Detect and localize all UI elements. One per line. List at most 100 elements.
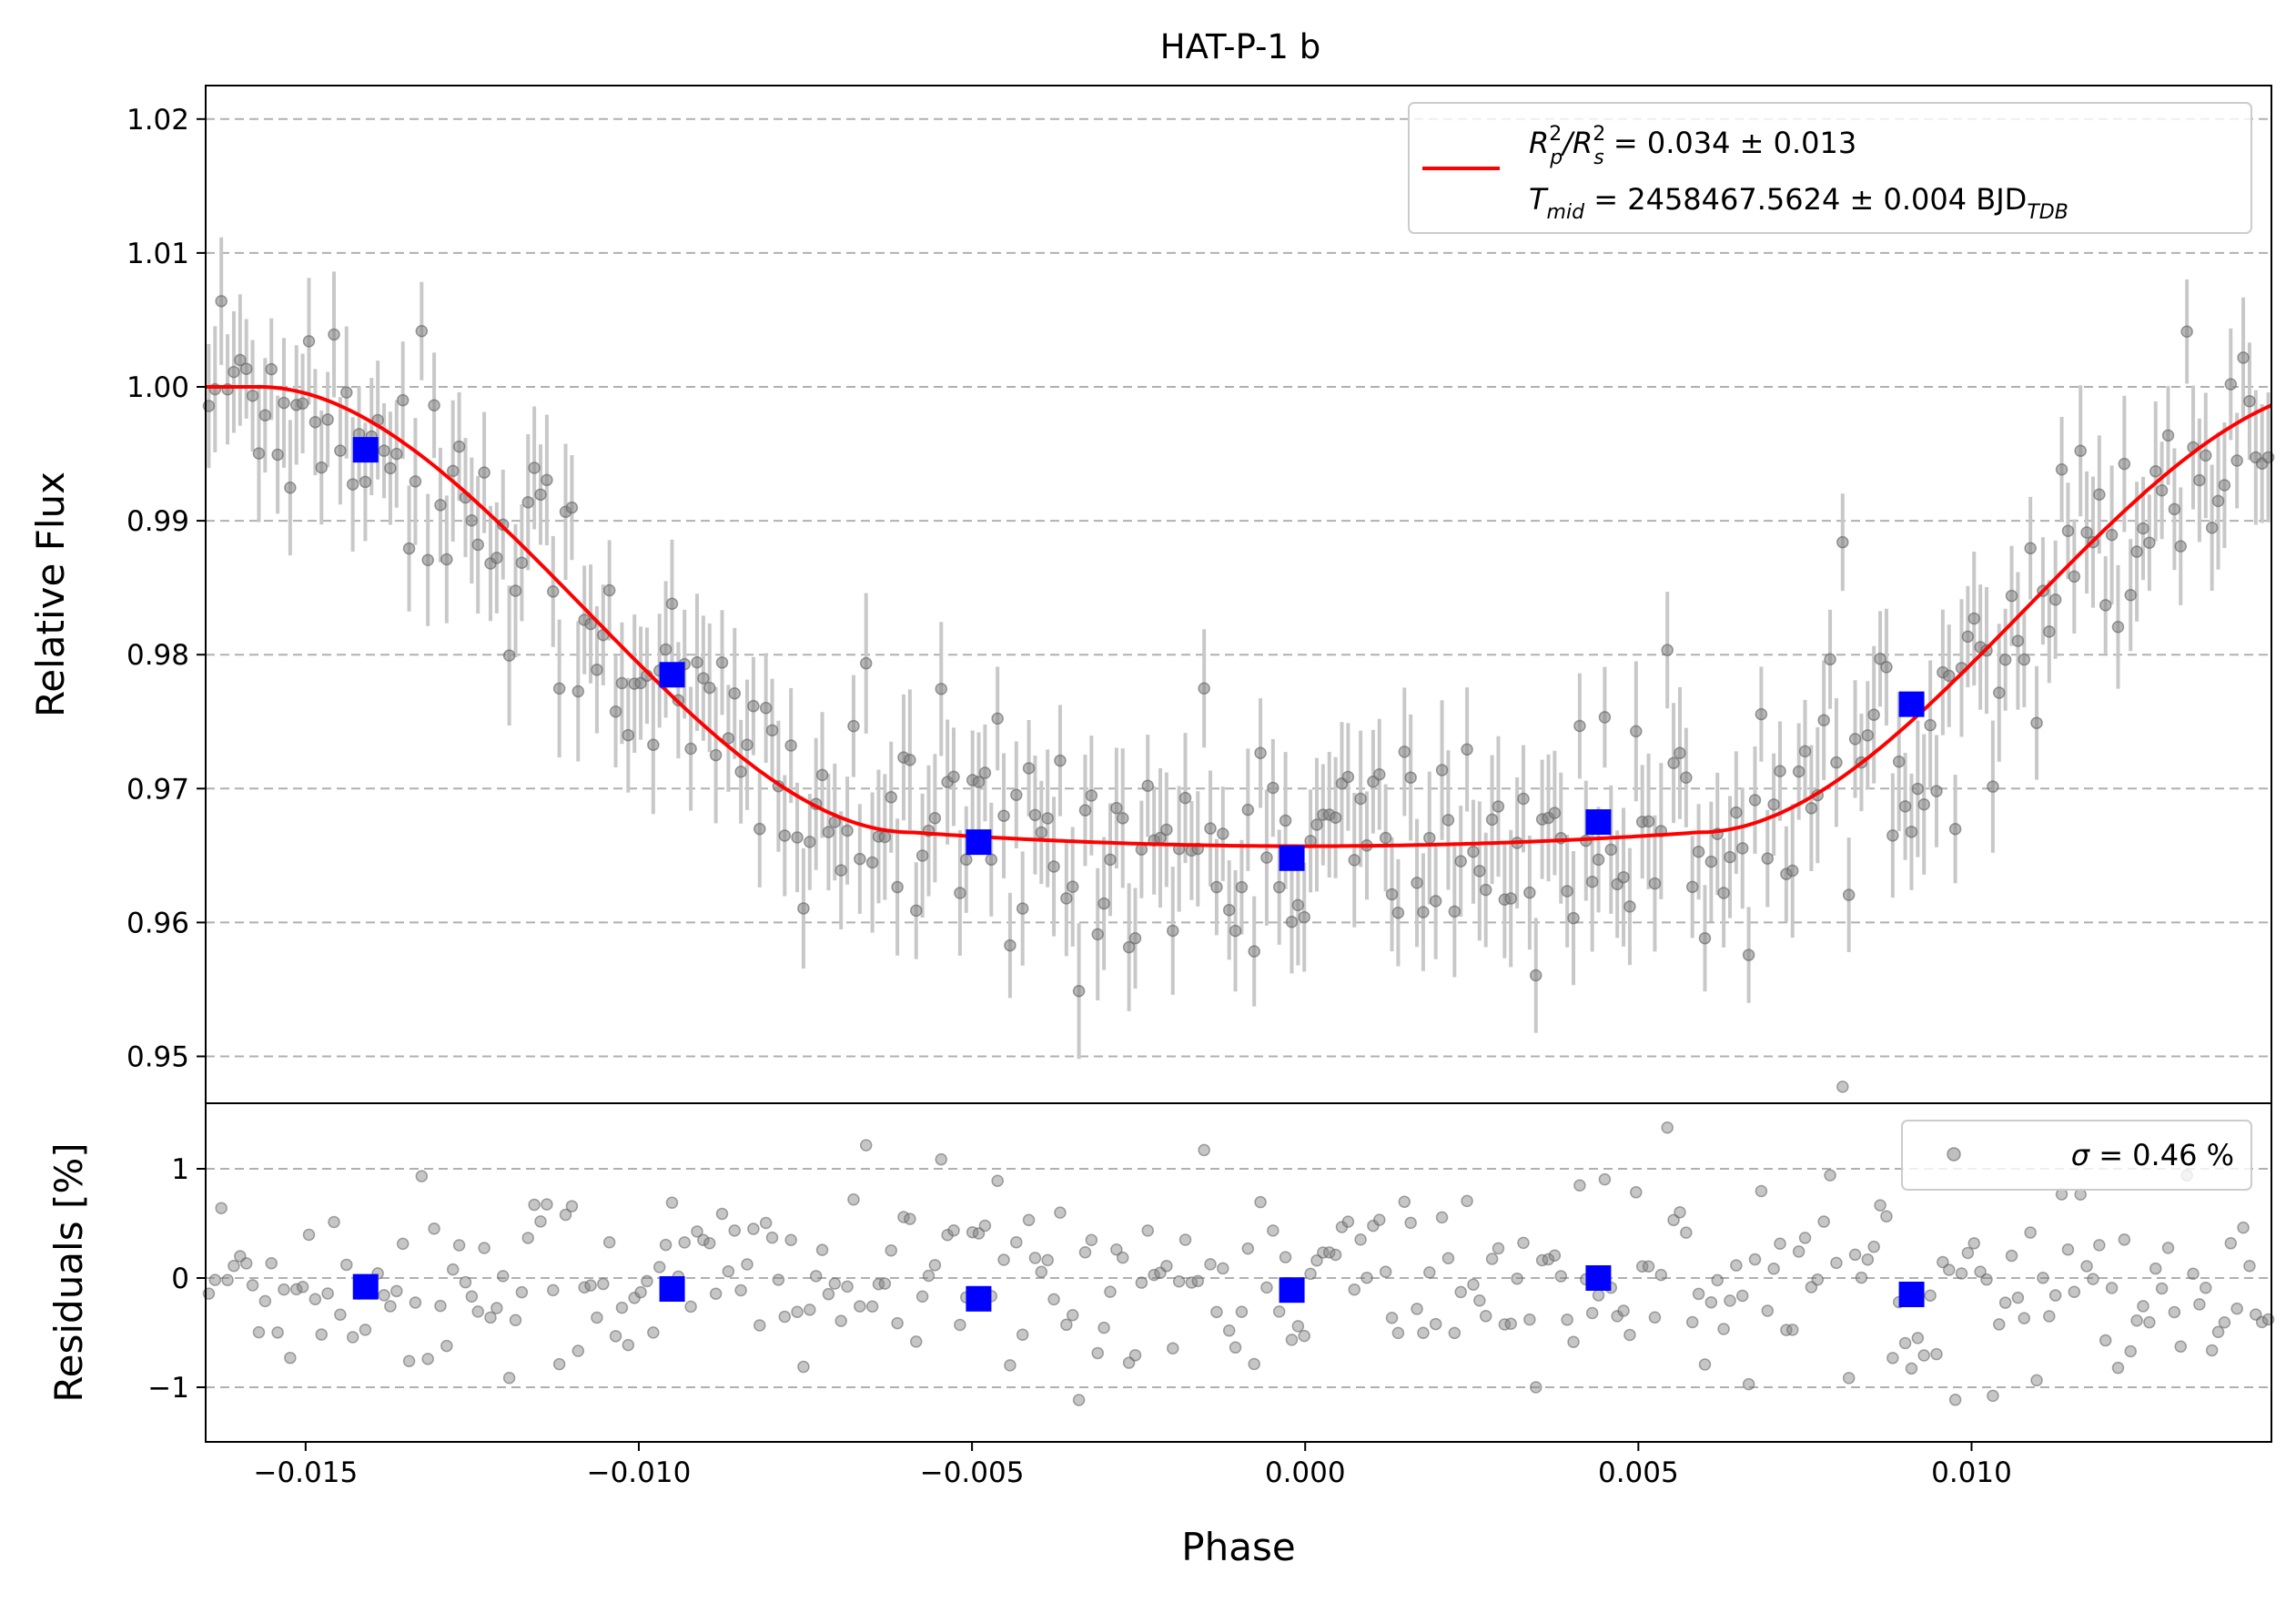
residual-point bbox=[1980, 1273, 1993, 1286]
residual-point bbox=[909, 1335, 923, 1348]
residual-point bbox=[1692, 1287, 1705, 1301]
flux-raw-point bbox=[440, 553, 453, 566]
residual-point bbox=[321, 1287, 334, 1300]
flux-raw-point bbox=[1398, 746, 1411, 758]
residual-point bbox=[1135, 1276, 1148, 1289]
flux-raw-point bbox=[1661, 644, 1674, 656]
x-tick-label: −0.015 bbox=[253, 1456, 358, 1489]
flux-raw-point bbox=[1573, 719, 1586, 733]
flux-raw-point bbox=[1385, 888, 1399, 901]
flux-raw-point bbox=[1848, 733, 1862, 746]
flux-raw-point bbox=[1667, 756, 1680, 769]
residual-point bbox=[1198, 1143, 1210, 1157]
residual-point bbox=[1792, 1245, 1805, 1258]
flux-y-ticks: 0.95 0.96 0.97 0.98 0.99 1.00 1.01 1.02 bbox=[126, 104, 206, 1074]
residual-point bbox=[484, 1311, 497, 1324]
flux-raw-point bbox=[315, 461, 329, 474]
flux-legend: R2 p/R2 s = 0.034 ± 0.013 Tmid = 2458467.5… bbox=[1408, 102, 2252, 234]
flux-raw-point bbox=[1479, 883, 1492, 897]
residual-point bbox=[809, 1270, 823, 1283]
flux-raw-point bbox=[465, 514, 479, 527]
residual-point bbox=[1774, 1237, 1786, 1251]
residual-point bbox=[1635, 1260, 1649, 1273]
flux-raw-point bbox=[765, 724, 779, 737]
flux-raw-point bbox=[2193, 473, 2206, 487]
residual-point bbox=[471, 1305, 484, 1318]
residual-point bbox=[772, 1273, 785, 1286]
flux-raw-point bbox=[1698, 931, 1712, 945]
flux-raw-point bbox=[703, 681, 716, 695]
flux-raw-point bbox=[1761, 852, 1775, 865]
flux-raw-point bbox=[252, 447, 266, 460]
flux-raw-point bbox=[1204, 822, 1217, 835]
flux-y-tick-label: 1.02 bbox=[126, 104, 189, 137]
residual-point bbox=[1942, 1263, 1956, 1276]
flux-raw-point bbox=[1091, 928, 1104, 941]
flux-raw-point bbox=[571, 685, 585, 698]
residual-point bbox=[1917, 1349, 1930, 1362]
flux-raw-point bbox=[2080, 526, 2093, 539]
residual-point bbox=[703, 1237, 716, 1250]
residual-point bbox=[1066, 1308, 1079, 1322]
residual-point bbox=[697, 1233, 710, 1246]
residual-point bbox=[2187, 1267, 2200, 1281]
residual-point bbox=[2130, 1314, 2143, 1327]
residual-point bbox=[1329, 1248, 1342, 1262]
residual-point bbox=[1260, 1281, 1273, 1294]
flux-raw-point bbox=[2061, 524, 2075, 537]
flux-raw-point bbox=[1047, 860, 1060, 873]
flux-raw-point bbox=[1948, 822, 1962, 836]
residual-point bbox=[1423, 1266, 1436, 1279]
residual-point bbox=[1178, 1233, 1192, 1246]
flux-raw-point bbox=[340, 386, 353, 399]
flux-raw-point bbox=[1585, 875, 1599, 888]
flux-raw-point bbox=[1417, 906, 1430, 918]
residual-point bbox=[1448, 1326, 1462, 1340]
residual-point bbox=[1811, 1273, 1825, 1286]
flux-raw-point bbox=[471, 538, 484, 552]
flux-raw-point bbox=[1254, 746, 1267, 759]
flux-raw-point bbox=[1060, 892, 1073, 905]
residual-point bbox=[1398, 1195, 1411, 1208]
residual-point bbox=[1654, 1268, 1668, 1282]
flux-raw-point bbox=[909, 904, 923, 918]
residual-point bbox=[2237, 1221, 2250, 1234]
residual-point bbox=[440, 1339, 453, 1353]
residual-point bbox=[1711, 1273, 1724, 1287]
residual-point bbox=[1561, 1314, 1573, 1326]
residual-point bbox=[252, 1325, 266, 1339]
flux-raw-point bbox=[859, 656, 873, 670]
residual-point bbox=[396, 1237, 410, 1251]
flux-raw-point bbox=[2218, 479, 2231, 492]
flux-raw-point bbox=[308, 416, 322, 429]
flux-raw-point bbox=[804, 836, 816, 848]
flux-raw-point bbox=[954, 887, 966, 899]
flux-raw-point bbox=[591, 664, 603, 676]
residual-point bbox=[784, 1233, 797, 1246]
flux-binned-point bbox=[1279, 845, 1305, 871]
residual-point bbox=[997, 1253, 1010, 1266]
flux-raw-point bbox=[1617, 870, 1630, 884]
flux-raw-point bbox=[728, 686, 742, 700]
residual-point bbox=[828, 1277, 842, 1290]
residual-point bbox=[935, 1152, 948, 1166]
legend-tmid-value: = 2458467.5624 ± 0.004 BJD bbox=[1584, 182, 2027, 217]
flux-raw-point bbox=[390, 447, 403, 461]
flux-binned-point bbox=[1585, 809, 1612, 836]
residual-point bbox=[947, 1223, 960, 1237]
flux-raw-point bbox=[2137, 522, 2149, 535]
residual-point bbox=[308, 1293, 322, 1306]
flux-raw-point bbox=[697, 672, 710, 685]
residual-point bbox=[765, 1231, 779, 1244]
flux-raw-point bbox=[1748, 794, 1762, 807]
flux-raw-point bbox=[1267, 781, 1279, 795]
residual-point bbox=[2174, 1340, 2188, 1354]
residual-point bbox=[1674, 1206, 1686, 1219]
residual-point bbox=[2143, 1315, 2156, 1329]
residual-point bbox=[1517, 1236, 1530, 1250]
legend-sub-mid: mid bbox=[1547, 201, 1586, 224]
flux-raw-point bbox=[2074, 444, 2087, 458]
flux-raw-point bbox=[797, 902, 810, 915]
residual-binned-point bbox=[1585, 1265, 1612, 1291]
residual-point bbox=[2048, 1289, 2062, 1302]
